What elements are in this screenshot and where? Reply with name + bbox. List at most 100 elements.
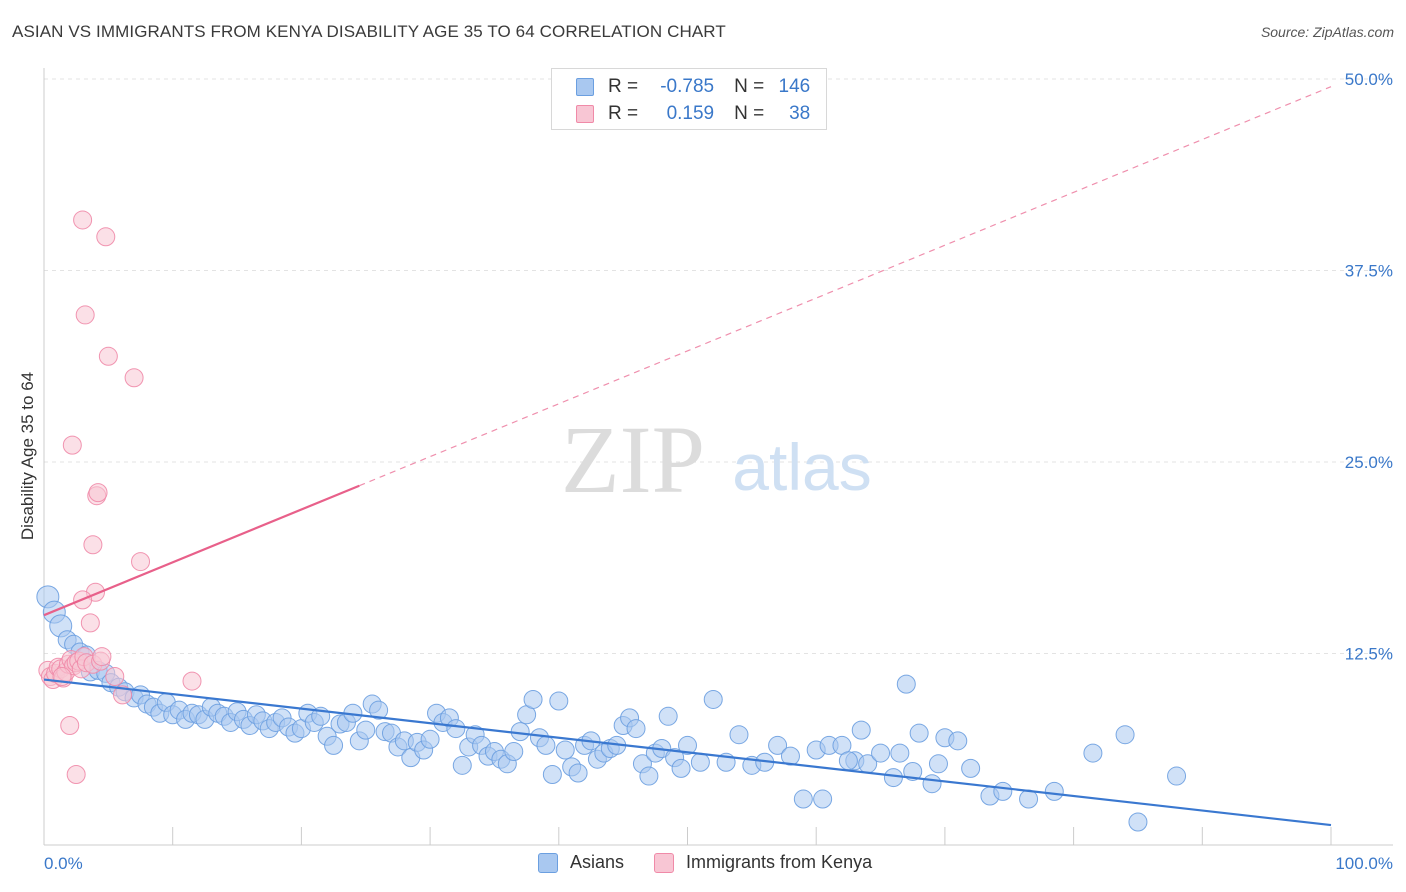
data-point [678,735,697,755]
n-value: 146 [778,76,811,97]
data-point [851,720,871,740]
data-point [626,719,646,739]
data-point [639,766,659,786]
data-point [961,758,981,778]
data-point [813,789,833,809]
n-label: N = [734,76,765,97]
swatch-kenya [576,105,594,123]
data-point [703,689,723,709]
data-point [555,740,575,760]
data-point [1167,766,1187,786]
axes [43,68,1393,846]
data-point [523,689,543,709]
data-point [729,725,749,745]
y-axis-label: Disability Age 35 to 64 [18,371,37,541]
data-point [1128,812,1148,832]
data-point [903,761,923,781]
data-point [446,719,466,739]
trend-line-kenya [43,484,360,617]
data-point [452,755,472,775]
data-point [131,552,151,572]
watermark: ZIP atlas [561,406,872,513]
source-label: Source: ZipAtlas.com [1260,24,1394,40]
data-point [928,754,948,774]
series-asians [36,585,1187,832]
trend-lines [43,86,1332,827]
data-point [356,720,376,740]
y-tick-label: 12.5% [1345,645,1393,664]
data-point [124,368,144,388]
legend-label-asians: Asians [570,852,625,872]
data-points [36,210,1187,832]
stats-row-kenya: R = 0.159 N = 38 [576,101,810,127]
legend-item-kenya[interactable]: Immigrants from Kenya [654,852,872,873]
data-point [549,691,569,711]
data-point [890,743,910,763]
data-point [504,742,524,762]
data-point [948,731,968,751]
data-point [62,435,82,455]
r-label: R = [608,76,639,97]
data-point [536,735,556,755]
data-point [88,483,108,503]
data-point [182,671,202,691]
series-legend: Asians Immigrants from Kenya [538,852,902,873]
data-point [75,305,95,325]
data-point [66,765,86,785]
y-tick-label: 50.0% [1345,70,1393,89]
trend-line-asians [43,678,1332,827]
stats-row-asians: R = -0.785 N = 146 [576,74,810,100]
y-tick-label: 37.5% [1345,262,1393,281]
data-point [871,743,891,763]
data-point [92,647,112,667]
data-point [83,535,103,555]
x-tick-label-max: 100.0% [1335,854,1393,873]
data-point [1019,789,1039,809]
data-point [658,706,678,726]
swatch-asians [576,78,594,96]
data-point [793,789,813,809]
data-point [768,735,788,755]
stats-legend: R = -0.785 N = 146 R = 0.159 N = 38 [551,68,827,130]
data-point [105,666,125,686]
legend-label-kenya: Immigrants from Kenya [686,852,873,872]
data-point [690,752,710,772]
data-point [883,768,903,788]
data-point [73,210,93,230]
data-point [1115,725,1135,745]
data-point [780,746,800,766]
tick-labels: 12.5% 25.0% 37.5% 50.0% 0.0% 100.0% [44,70,1393,873]
legend-swatch-asians [538,852,558,873]
r-label: R = [608,103,639,124]
data-point [909,723,929,743]
r-value: 0.159 [666,103,715,124]
data-point [96,227,116,247]
data-point [896,674,916,694]
data-point [993,781,1013,801]
data-point [420,729,440,749]
watermark-atlas: atlas [732,430,871,504]
data-point [369,700,389,720]
r-value: -0.785 [660,76,715,97]
data-point [60,716,80,736]
n-value: 38 [789,103,811,124]
series-kenya [38,210,202,785]
data-point [98,346,118,366]
data-point [113,685,133,705]
data-point [671,758,691,778]
watermark-zip: ZIP [561,406,705,513]
data-point [838,751,858,771]
n-label: N = [734,103,765,124]
gridlines [44,78,1394,654]
data-point [568,763,588,783]
data-point [1044,781,1064,801]
chart-title: ASIAN VS IMMIGRANTS FROM KENYA DISABILIT… [12,22,726,41]
data-point [324,735,344,755]
trend-line-kenya-projection [359,86,1332,487]
x-tick-label-min: 0.0% [44,854,83,873]
legend-swatch-kenya [654,852,675,873]
data-point [1083,743,1103,763]
legend-item-asians[interactable]: Asians [538,852,624,873]
data-point [542,765,562,785]
